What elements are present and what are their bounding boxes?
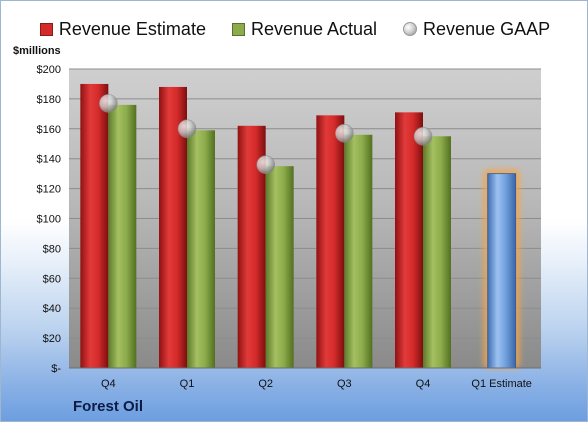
bar-revenue-actual <box>265 166 294 368</box>
legend-swatch-revenue-estimate <box>39 22 53 36</box>
bar-revenue-estimate <box>395 112 423 368</box>
bar-revenue-estimate <box>316 115 345 368</box>
bar-revenue-actual <box>187 130 215 368</box>
y-tick-label: $160 <box>37 124 61 136</box>
marker-revenue-gaap <box>99 94 118 113</box>
bar-revenue-estimate <box>80 83 109 368</box>
x-tick-label: Q1 Estimate <box>471 378 532 390</box>
y-tick-label: $100 <box>37 214 61 226</box>
legend-swatch-revenue-actual <box>231 22 245 36</box>
marker-revenue-gaap <box>413 126 433 146</box>
bar-q1-estimate <box>487 173 517 369</box>
legend-item-revenue-gaap: Revenue GAAP <box>403 19 550 40</box>
legend-label-revenue-estimate: Revenue Estimate <box>58 18 206 39</box>
legend-item-revenue-estimate: Revenue Estimate <box>39 18 206 40</box>
x-tick-label: Q4 <box>416 378 431 390</box>
legend: Revenue Estimate Revenue Actual Revenue … <box>1 17 587 41</box>
marker-revenue-gaap <box>177 119 197 139</box>
y-tick-label: $- <box>51 363 61 375</box>
y-axis-unit-label: $millions <box>13 45 61 57</box>
marker-revenue-gaap <box>256 155 275 174</box>
x-tick-label: Q2 <box>258 378 273 390</box>
legend-label-revenue-gaap: Revenue GAAP <box>423 18 551 39</box>
y-tick-label: $180 <box>37 94 61 106</box>
x-tick-label: Q3 <box>337 378 352 390</box>
company-name: Forest Oil <box>73 398 144 415</box>
y-tick-label: $140 <box>37 154 61 166</box>
y-tick-label: $80 <box>43 243 61 255</box>
bar-revenue-actual <box>344 134 373 368</box>
bar-revenue-actual <box>108 104 137 368</box>
y-tick-label: $200 <box>37 64 61 76</box>
y-tick-label: $60 <box>43 273 61 285</box>
y-tick-label: $20 <box>43 333 61 345</box>
x-tick-label: Q1 <box>180 378 195 390</box>
marker-revenue-gaap <box>335 123 354 143</box>
y-tick-label: $40 <box>43 303 61 315</box>
legend-label-revenue-actual: Revenue Actual <box>250 18 378 39</box>
legend-swatch-revenue-gaap <box>403 22 418 36</box>
legend-item-revenue-actual: Revenue Actual <box>231 18 378 40</box>
x-tick-label: Q4 <box>101 378 116 390</box>
y-tick-label: $120 <box>37 184 61 196</box>
bar-revenue-actual <box>423 136 451 368</box>
